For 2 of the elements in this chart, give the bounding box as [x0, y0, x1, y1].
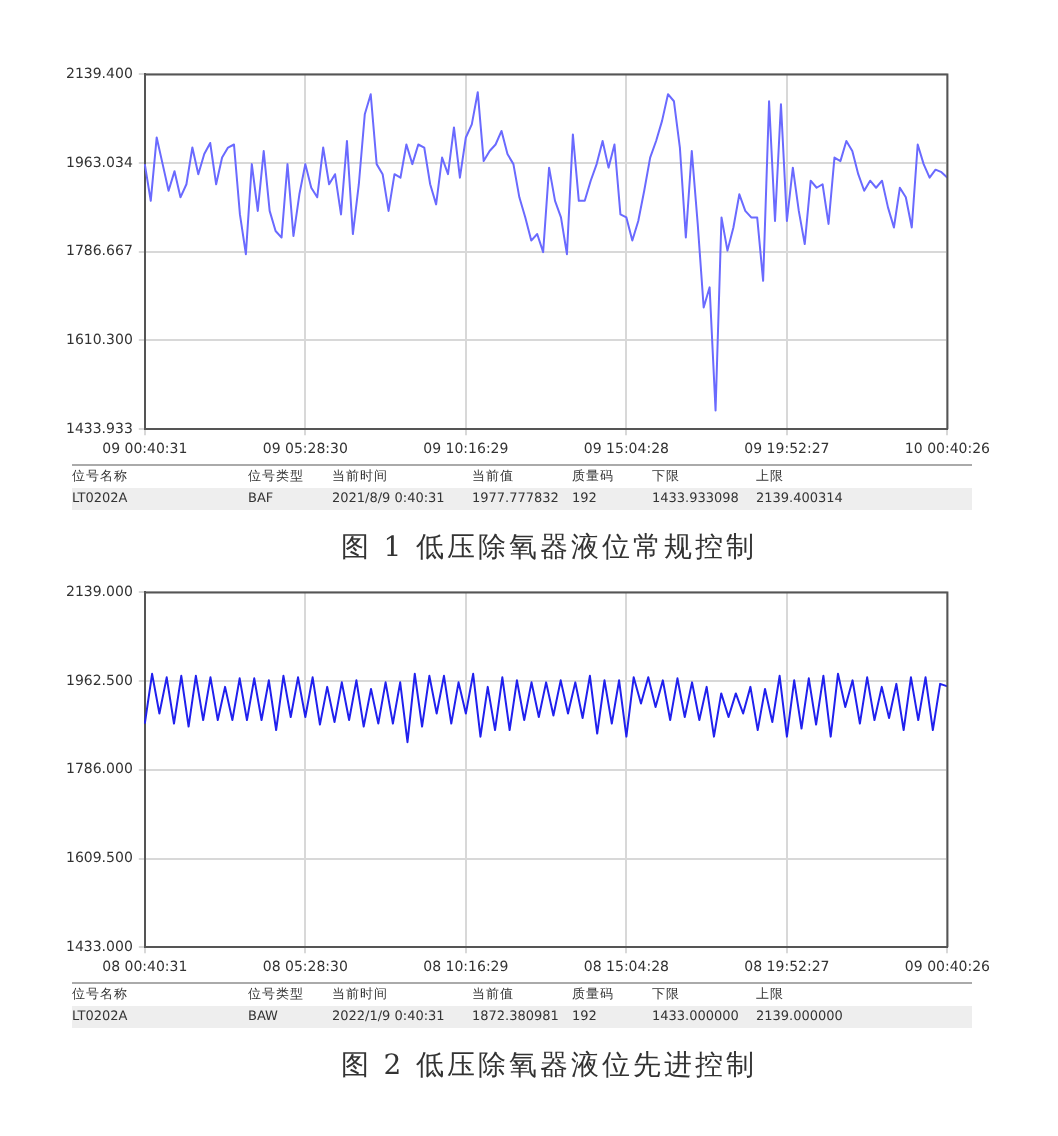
text: 图 2 低压除氧器液位先进控制	[338, 1048, 760, 1084]
text: 图 1 低压除氧器液位常规控制	[338, 530, 760, 566]
